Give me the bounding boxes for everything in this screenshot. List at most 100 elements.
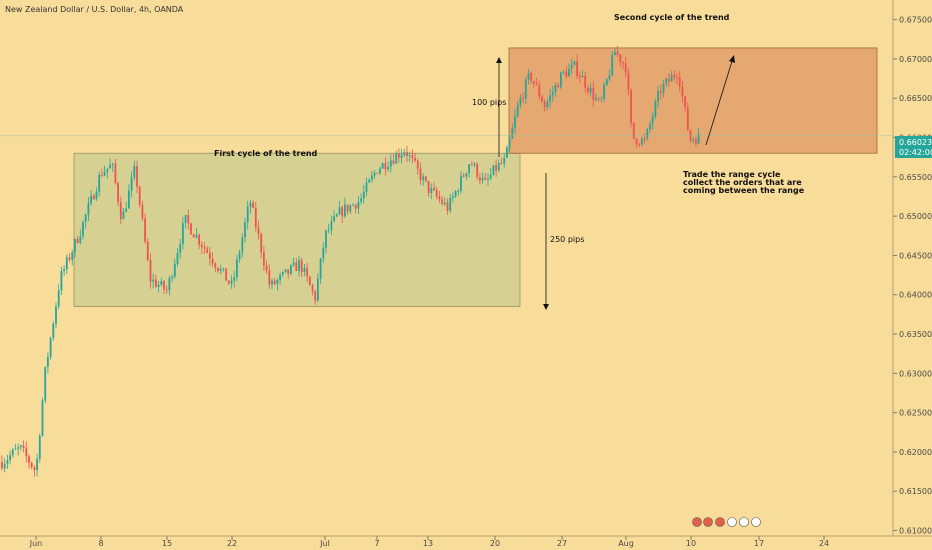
candle-body [173,263,176,277]
candle-body [136,166,138,187]
candle-body [543,102,546,108]
candle-body [411,155,414,158]
candle-body [57,290,60,307]
candle-body [581,75,584,78]
candle-body [484,177,487,180]
candle-body [692,139,695,141]
x-tick-label: 20 [490,539,500,548]
candle-body [389,160,392,167]
candle-body [551,92,554,96]
candle-body [292,262,295,266]
candle-body [222,268,225,270]
candle-body [263,252,265,266]
economic-event-icon[interactable] [692,517,702,527]
x-tick-label: 17 [754,539,764,548]
candle-body [338,207,341,215]
candle-body [41,400,44,436]
candle-body [109,164,111,169]
candle-body [55,306,57,324]
candle-body [103,171,106,176]
candle-body [276,279,279,284]
candle-body [616,51,619,55]
candle-body [268,270,271,285]
candle-body [33,467,36,471]
x-tick-label: 7 [374,539,379,548]
note-line-3: coming between the range [683,186,805,195]
candle-body [522,98,524,99]
candle-body [506,147,508,158]
candle-body [192,234,195,238]
candle-body [408,155,411,156]
candle-body [25,447,28,457]
candle-body [560,72,562,88]
candle-body [354,204,357,209]
x-tick-label: 27 [557,539,567,548]
candle-body [303,267,306,272]
economic-event-icon[interactable] [727,517,737,527]
candle-body [384,163,387,170]
candle-body [497,163,500,171]
candle-body [38,435,41,459]
candle-body [184,215,187,224]
candle-body [646,129,649,139]
economic-event-icon[interactable] [739,517,749,527]
y-tick-label: 0.65000 [899,212,932,221]
candle-body [28,456,30,463]
candle-body [668,78,670,82]
candle-body [287,269,290,274]
candle-body [122,211,125,220]
candle-body [371,175,373,180]
time-axis[interactable]: Jun 8 15 22 Jul 7 13 20 27 Aug 10 17 24 [29,536,829,548]
candle-body [360,198,362,202]
candle-body [284,269,287,273]
candle-body [130,177,133,191]
candle-body [195,234,198,238]
candle-body [670,75,673,82]
candle-body [630,90,632,123]
candle-body [106,168,109,172]
candle-body [14,448,17,450]
candle-body [605,79,608,85]
arrow-250-pips-head [543,304,549,310]
candle-body [306,267,308,277]
candle-body [603,84,605,99]
y-tick-label: 0.61000 [899,526,932,535]
candle-body [406,152,408,156]
candle-body [357,201,360,209]
candle-body [68,257,71,260]
candle-body [495,165,497,171]
label-first-cycle: First cycle of the trend [214,149,318,158]
candle-body [319,258,322,279]
candle-body [335,214,338,217]
economic-event-icon[interactable] [751,517,761,527]
candle-body [227,280,230,284]
x-tick-label: 13 [423,539,433,548]
candle-body [341,207,344,217]
x-tick-label: Jun [29,539,43,548]
candle-body [225,268,227,281]
candle-body [454,191,457,197]
candle-body [190,223,192,235]
candle-body [541,96,543,103]
candle-body [44,366,47,401]
candle-body [101,174,103,176]
candle-body [76,239,79,243]
y-tick-label: 0.66500 [899,94,932,103]
candle-body [449,198,452,211]
candle-body [138,186,141,205]
x-tick-label: 22 [227,539,237,548]
economic-event-icon[interactable] [703,517,713,527]
candle-body [260,234,263,253]
candle-body [144,218,146,242]
candle-body [651,116,654,124]
candle-body [155,279,157,287]
chart-title: New Zealand Dollar / U.S. Dollar, 4h, OA… [5,5,184,14]
candle-body [587,87,589,93]
candle-body [387,166,389,170]
range-box-first-cycle[interactable] [73,152,521,307]
candle-body [657,90,659,102]
economic-event-icon[interactable] [715,517,725,527]
economic-events-icons[interactable] [692,517,761,527]
candle-body [549,95,551,102]
